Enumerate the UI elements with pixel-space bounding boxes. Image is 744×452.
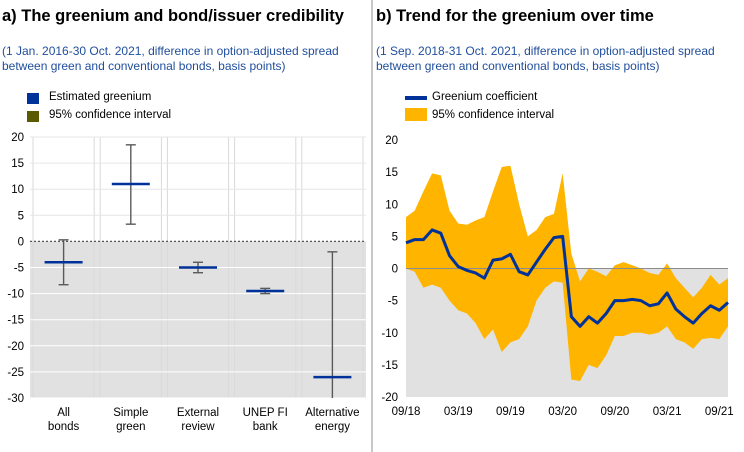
greenium-trend-chart: 20 15 10 5 0 -5 -10 -15 -20 09/18 03/19 09/19 03/20 0… [381, 135, 734, 418]
legend-label-band: 95% confidence interval [432, 109, 555, 121]
x-tick-label: 09/20 [600, 406, 629, 418]
y-tick-label: -10 [381, 328, 398, 340]
x-category-label: energy [315, 421, 350, 433]
y-tick-label: 5 [18, 210, 24, 222]
y-tick-label: 20 [385, 135, 398, 147]
panel-b-subtitle: (1 Sep. 2018-31 Oct. 2021, difference in… [376, 44, 715, 73]
legend-label-coefficient: Greenium coefficient [432, 91, 538, 103]
x-category-label: UNEP FI [243, 407, 288, 419]
legend-swatch-estimate [27, 93, 39, 104]
y-tick-label: 10 [385, 199, 398, 211]
x-category-label: green [116, 421, 145, 433]
x-category-label: review [181, 421, 215, 433]
panel-a-title: a) The greenium and bond/issuer credibil… [2, 7, 344, 25]
y-tick-label: -15 [381, 360, 398, 372]
x-category-label: All [57, 407, 70, 419]
y-tick-label: -5 [14, 263, 24, 275]
panel-divider [371, 0, 373, 452]
x-category-label: bank [253, 421, 278, 433]
legend-label-interval: 95% confidence interval [49, 109, 172, 121]
x-tick-label: 03/20 [548, 406, 577, 418]
x-category-label: External [177, 407, 219, 419]
x-tick-label: 03/21 [653, 406, 682, 418]
y-tick-label: -20 [381, 392, 398, 404]
greenium-line [405, 228, 729, 328]
y-tick-label: 20 [11, 132, 24, 144]
panel-greenium-trend: b) Trend for the greenium over time (1 S… [374, 0, 744, 452]
legend-swatch-interval [27, 111, 39, 122]
y-tick-label: -25 [7, 367, 24, 379]
legend-swatch-coefficient [405, 96, 427, 100]
legend-label-estimate: Estimated greenium [49, 91, 152, 103]
x-category-label: Alternative [305, 407, 359, 419]
y-tick-label: 0 [392, 264, 398, 276]
y-tick-label: 0 [18, 236, 24, 248]
panel-a-subtitle: (1 Jan. 2016-30 Oct. 2021, difference in… [2, 44, 339, 73]
y-tick-label: -30 [7, 393, 24, 405]
x-category-label: Simple [113, 407, 148, 419]
x-tick-label: 09/21 [705, 406, 734, 418]
y-tick-label: 15 [11, 158, 24, 170]
y-tick-label: -20 [7, 341, 24, 353]
legend-swatch-band [405, 108, 427, 121]
x-tick-label: 09/18 [392, 406, 421, 418]
y-tick-label: -5 [388, 296, 398, 308]
panel-b-title: b) Trend for the greenium over time [376, 7, 654, 25]
y-tick-label: 10 [11, 184, 24, 196]
y-tick-label: 15 [385, 167, 398, 179]
y-tick-label: 5 [392, 231, 398, 243]
y-tick-label: -15 [7, 315, 24, 327]
panel-greenium-credibility: a) The greenium and bond/issuer credibil… [0, 0, 370, 452]
x-tick-label: 03/19 [444, 406, 473, 418]
greenium-credibility-chart: 20 15 10 5 0 -5 -10 -15 -20 -25 -30 All bonds Simple g… [7, 132, 366, 433]
y-tick-label: -10 [7, 289, 24, 301]
x-category-label: bonds [48, 421, 80, 433]
x-tick-label: 09/19 [496, 406, 525, 418]
